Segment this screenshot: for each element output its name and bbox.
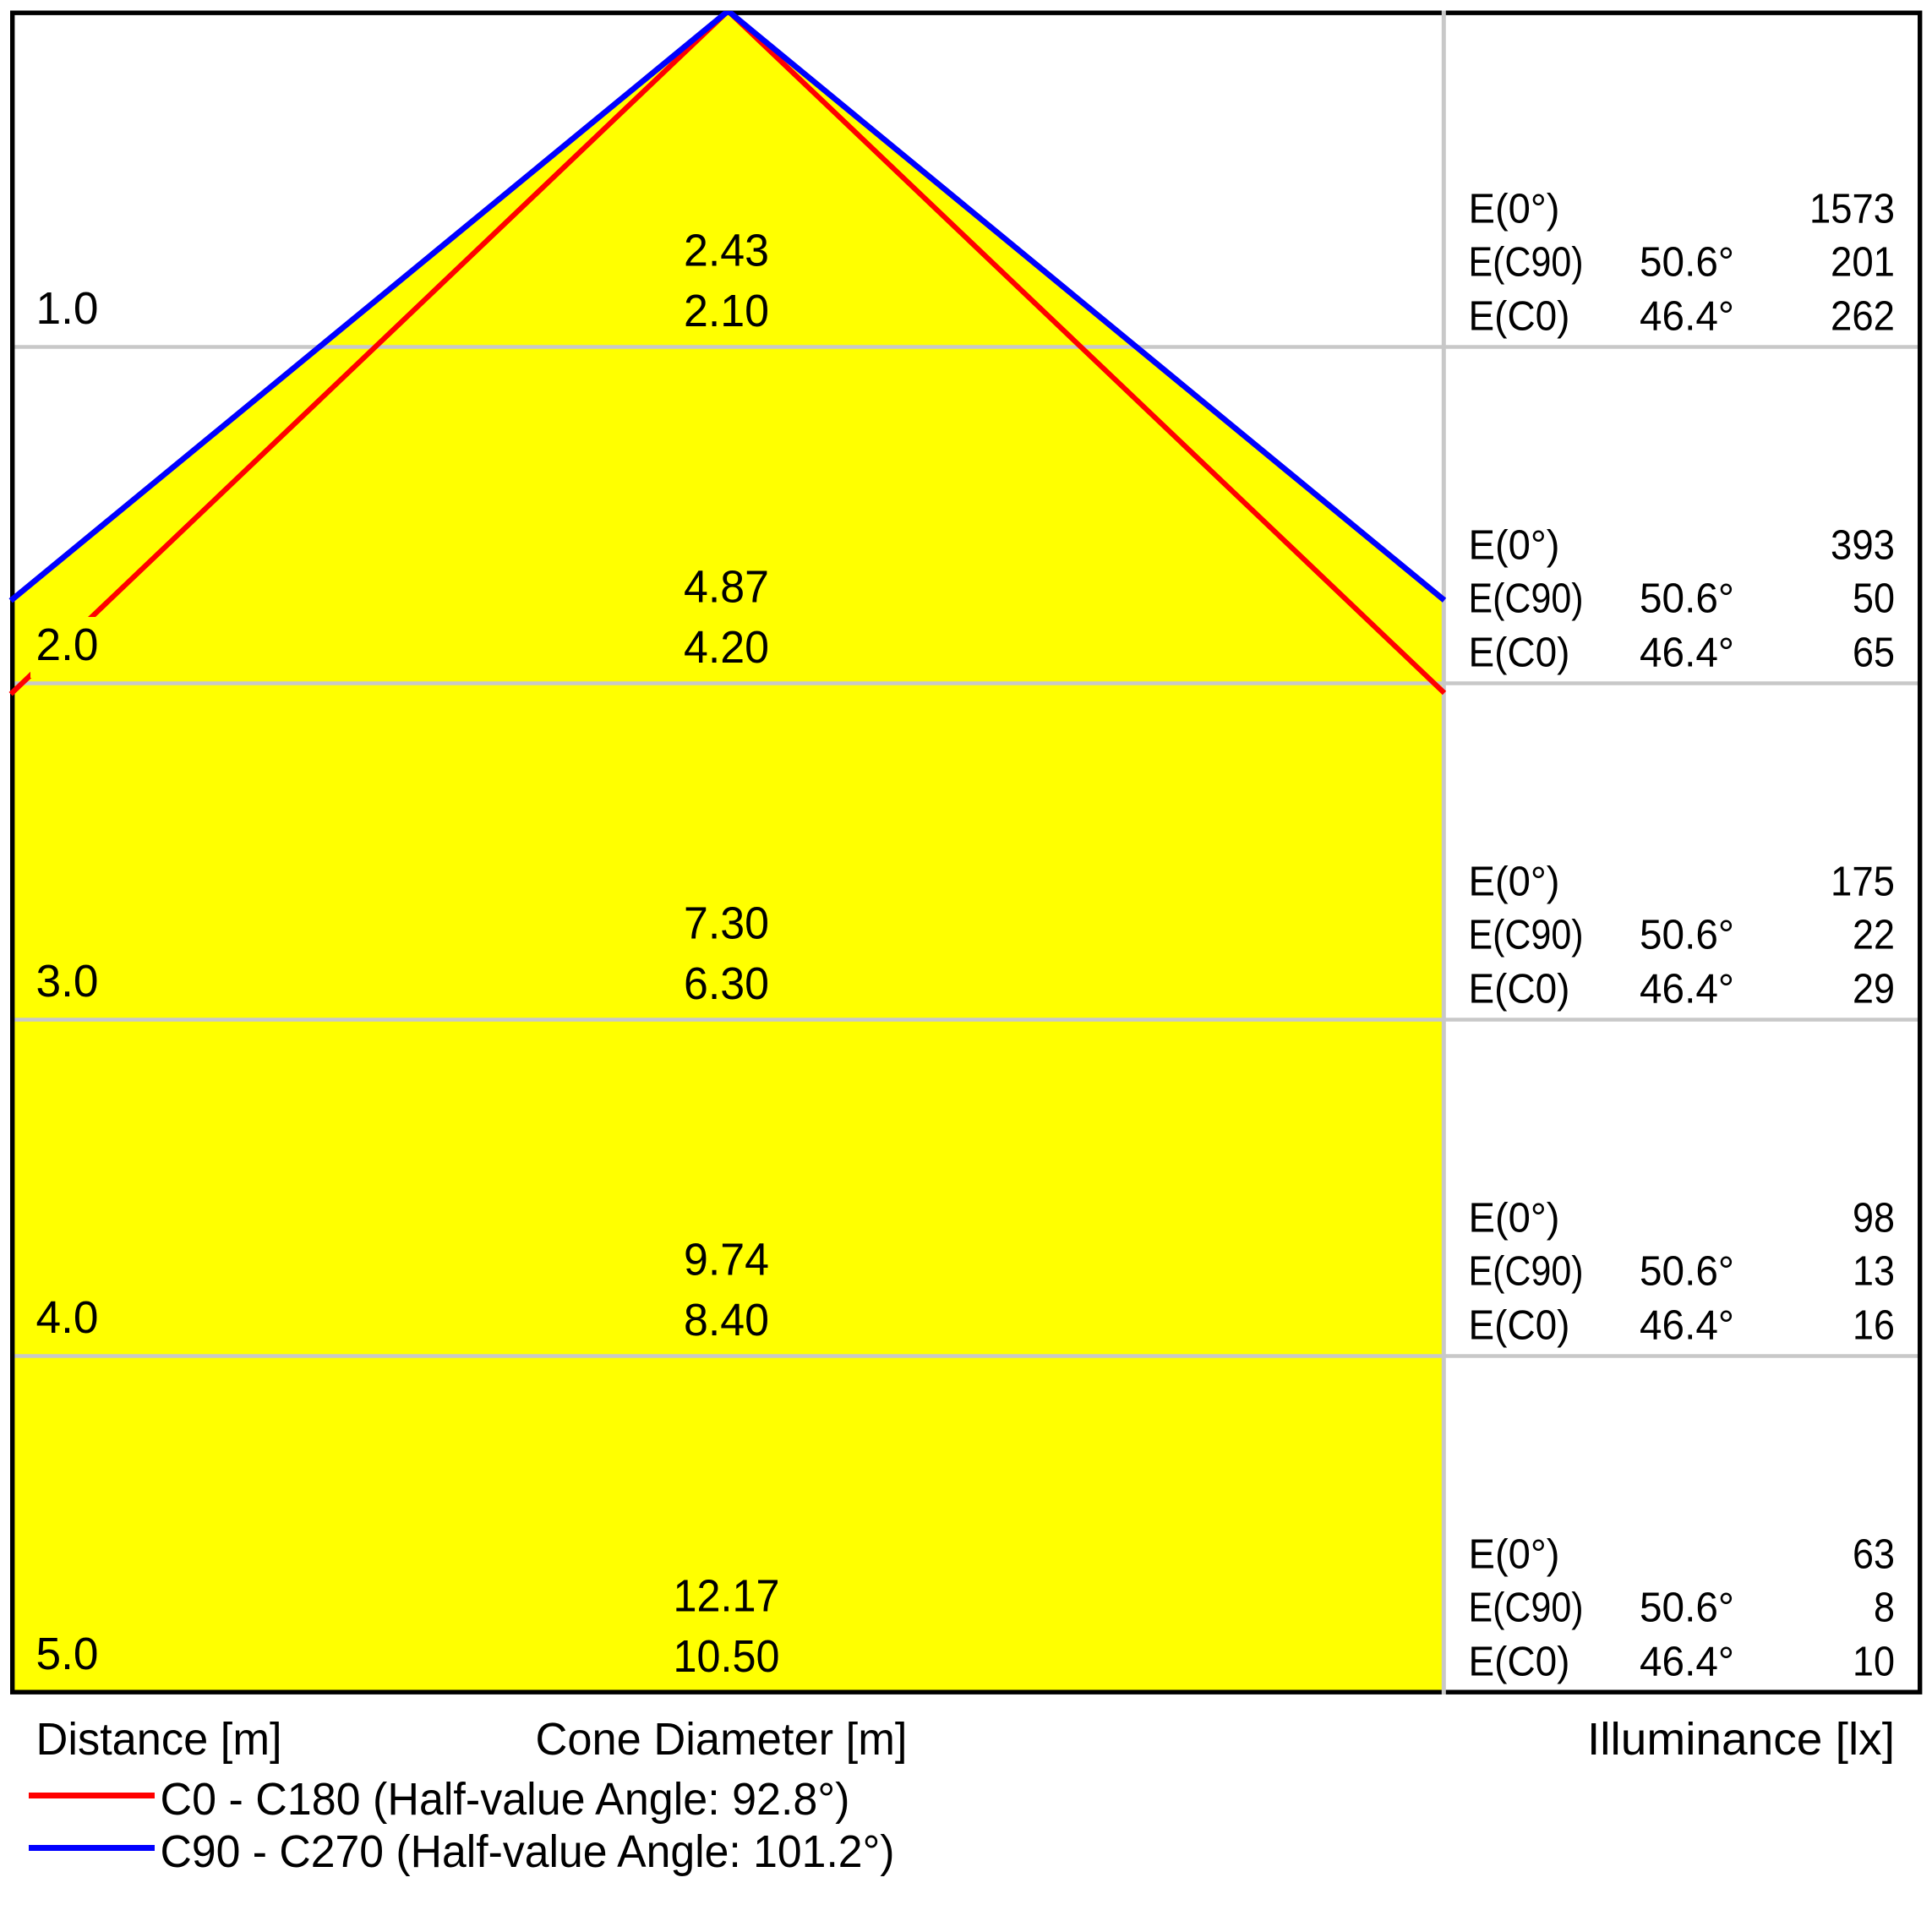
svg-text:3.0: 3.0 <box>36 957 99 1007</box>
svg-text:262: 262 <box>1831 294 1895 340</box>
svg-text:46.4°: 46.4° <box>1640 1303 1734 1349</box>
svg-text:29: 29 <box>1853 967 1895 1012</box>
svg-text:2.10: 2.10 <box>684 287 769 336</box>
svg-text:E(C0): E(C0) <box>1469 294 1570 340</box>
svg-text:4.87: 4.87 <box>684 563 769 613</box>
svg-text:46.4°: 46.4° <box>1640 294 1734 340</box>
svg-text:8.40: 8.40 <box>684 1296 769 1345</box>
svg-text:E(C90): E(C90) <box>1469 1249 1584 1295</box>
svg-text:50.6°: 50.6° <box>1640 240 1734 286</box>
svg-text:E(C0): E(C0) <box>1469 630 1570 676</box>
svg-text:E(C90): E(C90) <box>1469 240 1584 286</box>
svg-text:10.50: 10.50 <box>674 1632 780 1682</box>
svg-text:Distance [m]: Distance [m] <box>36 1715 282 1765</box>
svg-text:6.30: 6.30 <box>684 959 769 1009</box>
svg-text:16: 16 <box>1853 1303 1895 1349</box>
svg-text:10: 10 <box>1853 1640 1895 1685</box>
svg-text:8: 8 <box>1874 1585 1895 1631</box>
svg-text:50.6°: 50.6° <box>1640 576 1734 622</box>
svg-text:E(0°): E(0°) <box>1469 1196 1560 1242</box>
svg-text:E(C0): E(C0) <box>1469 967 1570 1012</box>
svg-text:4.0: 4.0 <box>36 1293 99 1343</box>
svg-text:E(C0): E(C0) <box>1469 1303 1570 1349</box>
svg-text:4.20: 4.20 <box>684 623 769 673</box>
svg-text:46.4°: 46.4° <box>1640 1640 1734 1685</box>
svg-text:98: 98 <box>1853 1196 1895 1242</box>
svg-text:1.0: 1.0 <box>36 284 99 334</box>
svg-text:E(C90): E(C90) <box>1469 576 1584 622</box>
svg-text:50: 50 <box>1853 576 1895 622</box>
svg-text:2.43: 2.43 <box>684 226 769 276</box>
svg-text:Cone Diameter [m]: Cone Diameter [m] <box>536 1715 908 1765</box>
svg-text:7.30: 7.30 <box>684 899 769 949</box>
svg-text:2.0: 2.0 <box>36 620 99 670</box>
svg-text:46.4°: 46.4° <box>1640 630 1734 676</box>
svg-text:22: 22 <box>1853 913 1895 958</box>
svg-text:50.6°: 50.6° <box>1640 1585 1734 1631</box>
svg-text:E(0°): E(0°) <box>1469 1532 1560 1578</box>
svg-text:12.17: 12.17 <box>674 1572 780 1622</box>
svg-text:E(0°): E(0°) <box>1469 523 1560 569</box>
svg-text:1573: 1573 <box>1809 187 1895 232</box>
svg-text:E(C90): E(C90) <box>1469 913 1584 958</box>
svg-text:5.0: 5.0 <box>36 1629 99 1679</box>
svg-text:C90 - C270 (Half-value Angle:: C90 - C270 (Half-value Angle: 101.2°) <box>161 1827 895 1877</box>
svg-text:63: 63 <box>1853 1532 1895 1578</box>
svg-text:201: 201 <box>1831 240 1895 286</box>
svg-text:E(C90): E(C90) <box>1469 1585 1584 1631</box>
svg-text:13: 13 <box>1853 1249 1895 1295</box>
svg-text:46.4°: 46.4° <box>1640 967 1734 1012</box>
svg-text:E(C0): E(C0) <box>1469 1640 1570 1685</box>
svg-text:50.6°: 50.6° <box>1640 913 1734 958</box>
svg-text:65: 65 <box>1853 630 1895 676</box>
svg-text:E(0°): E(0°) <box>1469 860 1560 905</box>
svg-text:E(0°): E(0°) <box>1469 187 1560 232</box>
svg-text:9.74: 9.74 <box>684 1236 769 1285</box>
svg-text:175: 175 <box>1831 860 1895 905</box>
svg-text:393: 393 <box>1831 523 1895 569</box>
svg-text:Illuminance [lx]: Illuminance [lx] <box>1587 1715 1895 1765</box>
svg-text:50.6°: 50.6° <box>1640 1249 1734 1295</box>
svg-text:C0 - C180 (Half-value Angle: 9: C0 - C180 (Half-value Angle: 92.8°) <box>161 1775 850 1825</box>
